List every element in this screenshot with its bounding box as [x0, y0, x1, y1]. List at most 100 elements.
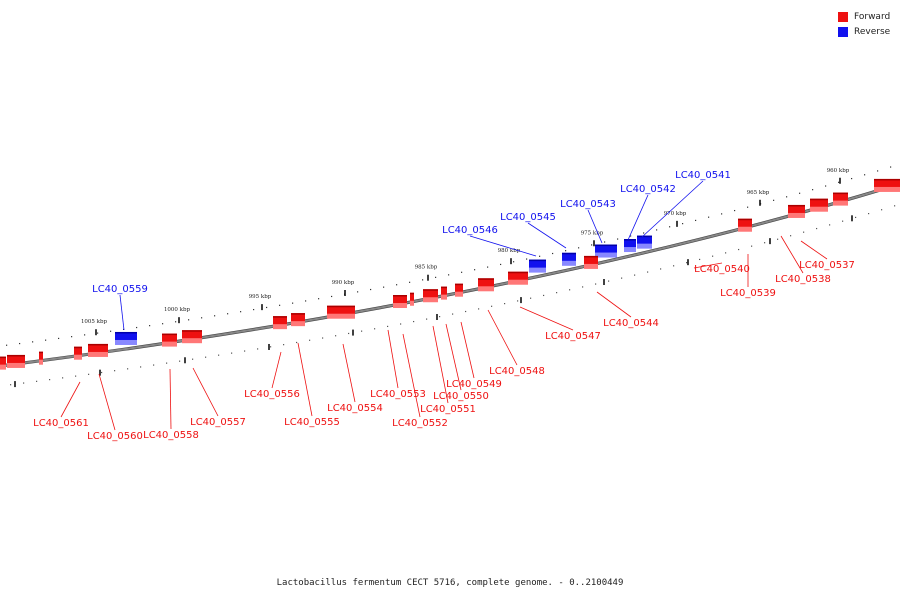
gene-label[interactable]: LC40_0543	[560, 199, 616, 210]
gene-label[interactable]: LC40_0544	[603, 318, 659, 329]
lower-dot	[595, 283, 597, 285]
gene-box-lc40_0559	[115, 331, 137, 345]
lower-dot	[75, 375, 77, 377]
scale-dot	[604, 241, 606, 243]
lower-dot	[114, 370, 116, 372]
gene-box-lc40_0544	[584, 255, 598, 269]
gene-label[interactable]: LC40_0547	[545, 331, 601, 342]
gene-leader-line	[693, 262, 723, 269]
gene-label[interactable]: LC40_0554	[327, 403, 383, 414]
scale-dot	[227, 313, 229, 315]
gene-label[interactable]: LC40_0538	[775, 274, 831, 285]
gene-label[interactable]: LC40_0561	[33, 418, 89, 429]
lower-tick	[436, 313, 438, 320]
lower-dot	[426, 318, 428, 320]
lower-tick	[851, 215, 853, 222]
scale-dot	[409, 281, 411, 283]
lower-tick	[352, 329, 354, 336]
gene-label[interactable]: LC40_0559	[92, 284, 148, 295]
gene-label[interactable]: LC40_0552	[392, 418, 448, 429]
gene-top	[508, 271, 528, 280]
lower-dot	[738, 248, 740, 251]
lower-tick	[184, 357, 186, 364]
scale-label: 995 kbp	[249, 294, 272, 300]
scale-dot	[71, 336, 73, 338]
gene-top	[88, 343, 108, 352]
gene-box-lc40_0558	[162, 333, 177, 347]
gene-label[interactable]: LC40_0553	[370, 389, 426, 400]
lower-dot	[218, 354, 220, 356]
scale-dot	[383, 286, 385, 288]
gene-leader-line	[460, 321, 475, 379]
gene-edge	[595, 244, 617, 247]
gene-label[interactable]: LC40_0556	[244, 389, 300, 400]
lower-dot	[751, 245, 753, 247]
lower-dot	[790, 235, 792, 237]
lower-dot	[270, 346, 272, 348]
gene-leader-line	[527, 222, 567, 249]
gene-label[interactable]: LC40_0550	[433, 391, 489, 402]
gene-top	[162, 333, 177, 342]
gene-edge	[423, 289, 438, 291]
scale-dot	[526, 258, 528, 260]
gene-label[interactable]: LC40_0555	[284, 417, 340, 428]
scale-dot	[45, 339, 47, 341]
lower-tick	[268, 343, 270, 350]
gene-label[interactable]: LC40_0545	[500, 212, 556, 223]
lower-dot	[244, 350, 246, 352]
gene-box-lc40_0555	[291, 313, 305, 327]
gene-label[interactable]: LC40_0560	[87, 431, 143, 442]
gene-leader-line	[432, 325, 449, 404]
gene-top	[810, 198, 828, 207]
lower-dot	[621, 277, 623, 279]
scale-dot	[240, 311, 242, 313]
lower-dot	[413, 320, 415, 323]
lower-dot	[582, 286, 584, 288]
scale-dot	[110, 330, 112, 332]
gene-top	[833, 192, 848, 201]
lower-dot	[452, 313, 454, 315]
scale-tick	[344, 290, 346, 297]
gene-top	[595, 244, 617, 253]
lower-dot	[101, 371, 103, 374]
gene-label[interactable]: LC40_0548	[489, 366, 545, 377]
scale-dot	[19, 342, 21, 345]
scale-dot	[6, 344, 8, 346]
lower-tick	[687, 259, 689, 266]
gene-label[interactable]: LC40_0540	[694, 264, 750, 275]
scale-dot	[175, 321, 177, 323]
gene-label[interactable]: LC40_0542	[620, 184, 676, 195]
gene-label[interactable]: LC40_0537	[799, 260, 855, 271]
gene-leader-line	[119, 294, 125, 331]
gene-box-lc40_0560	[88, 343, 108, 357]
scale-dot	[214, 315, 216, 317]
gene-box-lc40_0547	[508, 271, 528, 285]
gene-leader-line	[596, 291, 632, 318]
scale-dot	[825, 185, 827, 187]
lower-dot	[335, 335, 337, 337]
gene-box-lc40_0541	[637, 235, 652, 249]
lower-dot	[283, 344, 285, 346]
gene-edge	[7, 354, 25, 357]
scale-dot	[877, 170, 879, 172]
scale-dot	[448, 274, 450, 276]
gene-label[interactable]: LC40_0549	[446, 379, 502, 390]
gene-leader-line	[627, 194, 649, 241]
gene-box-lc40_0561	[74, 346, 82, 360]
gene-label[interactable]: LC40_0541	[675, 170, 731, 181]
gene-label[interactable]: LC40_0558	[143, 430, 199, 441]
lower-dot	[894, 205, 896, 207]
scale-dot	[370, 288, 372, 291]
gene-label[interactable]: LC40_0557	[190, 417, 246, 428]
lower-dot	[140, 366, 142, 368]
scale-tick	[593, 240, 595, 247]
gene-label[interactable]: LC40_0546	[442, 225, 498, 236]
gene-label[interactable]: LC40_0539	[720, 288, 776, 299]
gene-edge	[291, 313, 305, 315]
gene-box	[874, 178, 900, 192]
lower-dot	[660, 268, 662, 270]
gene-label[interactable]: LC40_0551	[420, 404, 476, 415]
lower-dot	[374, 328, 376, 330]
gene-leader-line	[641, 180, 704, 238]
lower-dot	[478, 308, 480, 310]
